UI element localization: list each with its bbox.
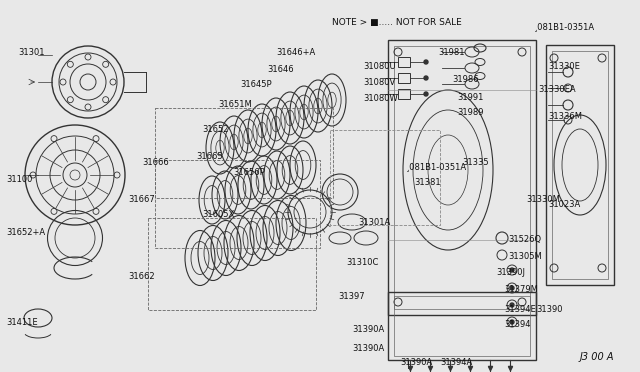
Text: 31526Q: 31526Q [508, 235, 541, 244]
Text: 31394E: 31394E [504, 305, 536, 314]
Text: 31023A: 31023A [548, 200, 580, 209]
Text: 31645P: 31645P [240, 80, 271, 89]
Text: 31336M: 31336M [548, 112, 582, 121]
Bar [148, 218, 316, 310]
Circle shape [424, 92, 428, 96]
Text: 31394A: 31394A [440, 358, 472, 367]
Text: 31646: 31646 [267, 65, 294, 74]
Bar [155, 108, 333, 198]
Text: 31662: 31662 [128, 272, 155, 281]
Circle shape [424, 76, 428, 80]
Text: 31390J: 31390J [496, 268, 525, 277]
Circle shape [510, 320, 514, 324]
Bar [155, 160, 320, 248]
Text: 31335: 31335 [462, 158, 488, 167]
Text: ¸081B1-0351A: ¸081B1-0351A [406, 162, 467, 171]
Text: 31986: 31986 [452, 75, 479, 84]
Text: 31301: 31301 [18, 48, 45, 57]
Text: 31080W: 31080W [363, 94, 397, 103]
Text: 31390A: 31390A [352, 344, 384, 353]
Text: 31665: 31665 [196, 152, 223, 161]
Text: J3 00 A: J3 00 A [580, 352, 614, 362]
Text: 31991: 31991 [457, 93, 483, 102]
Bar [398, 73, 410, 83]
Circle shape [510, 303, 514, 307]
Bar [398, 89, 410, 99]
Bar [398, 57, 410, 67]
Text: 31411E: 31411E [6, 318, 38, 327]
Bar [388, 292, 536, 360]
Text: 31100: 31100 [6, 175, 33, 184]
Text: 31989: 31989 [457, 108, 483, 117]
Text: 31390A: 31390A [352, 325, 384, 334]
Bar [330, 130, 440, 225]
Text: 31652: 31652 [202, 125, 228, 134]
Text: 31330EA: 31330EA [538, 85, 575, 94]
Bar [394, 46, 530, 309]
Text: 31651M: 31651M [218, 100, 252, 109]
Circle shape [510, 268, 514, 272]
Circle shape [424, 60, 428, 64]
Text: 31394: 31394 [504, 320, 531, 329]
Text: 31305M: 31305M [508, 252, 541, 261]
Text: 31381: 31381 [414, 178, 440, 187]
Text: 31981: 31981 [438, 48, 465, 57]
Bar [388, 40, 536, 315]
Text: 31666: 31666 [142, 158, 169, 167]
Bar [394, 296, 530, 356]
Text: 31330M: 31330M [526, 195, 560, 204]
Text: 31646+A: 31646+A [276, 48, 316, 57]
Text: 31397: 31397 [338, 292, 365, 301]
Bar [552, 51, 608, 279]
Bar [546, 45, 614, 285]
Text: ¸081B1-0351A: ¸081B1-0351A [534, 22, 595, 31]
Text: 31605X: 31605X [202, 210, 234, 219]
Text: 31379M: 31379M [504, 285, 538, 294]
Text: 31330E: 31330E [548, 62, 580, 71]
Text: 31080U: 31080U [363, 62, 396, 71]
Text: 31652+A: 31652+A [6, 228, 45, 237]
Circle shape [510, 286, 514, 290]
Text: 31656P: 31656P [233, 168, 265, 177]
Text: 31667: 31667 [128, 195, 155, 204]
Text: NOTE > ■..... NOT FOR SALE: NOTE > ■..... NOT FOR SALE [332, 18, 461, 27]
Text: 31301A: 31301A [358, 218, 390, 227]
Text: 31310C: 31310C [346, 258, 378, 267]
Text: 31390: 31390 [536, 305, 563, 314]
Text: 31080V: 31080V [363, 78, 396, 87]
Text: 31390A: 31390A [400, 358, 432, 367]
